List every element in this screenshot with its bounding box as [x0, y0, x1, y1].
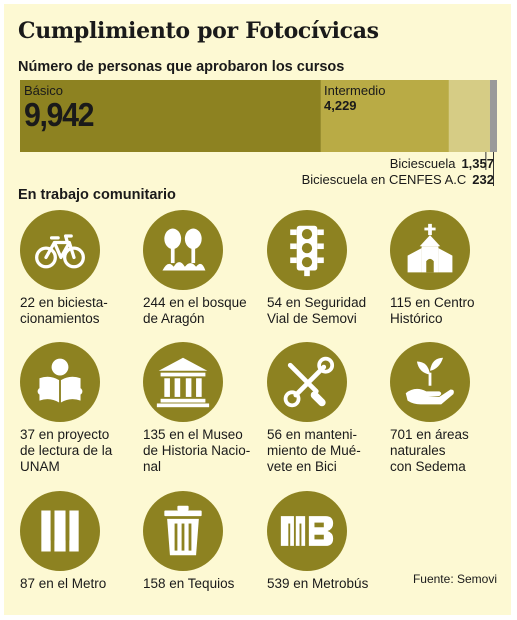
item-caption: 87 en el Metro: [20, 576, 107, 591]
reading-person-icon: [20, 342, 100, 422]
chart-subtitle: Número de personas que aprobaron los cur…: [18, 59, 345, 75]
bicycle-icon: [20, 210, 100, 290]
item-caption: 22 en biciesta- cionamientos: [20, 295, 108, 326]
biciescuela-segment: [448, 80, 490, 152]
item-caption: 54 en Seguridad Vial de Semovi: [267, 295, 367, 326]
section-title: En trabajo comunitario: [18, 187, 176, 203]
item-caption: 244 en el bosque de Aragón: [143, 295, 247, 326]
trees-icon: [143, 210, 223, 290]
church-icon: [390, 210, 470, 290]
item-caption: 701 en áreas naturales con Sedema: [390, 427, 469, 474]
intermedio-name: Intermedio: [324, 83, 386, 98]
item-caption: 56 en manteni- miento de Mué- vete en Bi…: [267, 427, 361, 474]
basico-label: Básico 9,942: [24, 83, 99, 131]
item-caption: 539 en Metrobús: [267, 576, 369, 591]
museum-icon: [143, 342, 223, 422]
cenfes-segment: [489, 80, 497, 152]
item-caption: 37 en proyecto de lectura de la UNAM: [20, 427, 113, 474]
item-metro: 87 en el Metro: [20, 491, 138, 592]
cenfes-value: 232: [472, 172, 494, 187]
basico-segment: [20, 80, 321, 152]
page-title: Cumplimiento por Fotocívicas: [18, 18, 379, 44]
item-caption: 158 en Tequios: [143, 576, 235, 591]
source-note: Fuente: Semovi: [412, 572, 497, 586]
traffic-light-icon: [267, 210, 347, 290]
item-reading: 37 en proyecto de lectura de la UNAM: [20, 342, 138, 475]
stacked-bar-chart: [20, 80, 497, 186]
basico-name: Básico: [24, 83, 64, 98]
trash-can-icon: [143, 491, 223, 571]
biciescuela-label: Biciescuela 1,357: [390, 156, 494, 171]
item-traffic-light: 54 en Seguridad Vial de Semovi: [267, 210, 385, 327]
cenfes-name: Biciescuela en CENFES A.C: [301, 172, 467, 187]
plant-hand-icon: [390, 342, 470, 422]
item-caption: 135 en el Museo de Historia Nacio- nal: [143, 427, 251, 474]
tools-icon: [267, 342, 347, 422]
intermedio-value: 4,229: [324, 98, 357, 113]
item-church: 115 en Centro Histórico: [390, 210, 508, 327]
cenfes-label: Biciescuela en CENFES A.C 232: [302, 172, 494, 187]
biciescuela-value: 1,357: [461, 156, 494, 171]
intermedio-segment: [320, 80, 449, 152]
metro-logo-icon: [20, 491, 100, 571]
basico-value: 9,942: [24, 96, 94, 133]
biciescuela-name: Biciescuela: [389, 156, 456, 171]
item-tools: 56 en manteni- miento de Mué- vete en Bi…: [267, 342, 385, 475]
intermedio-label: Intermedio 4,229: [324, 83, 385, 113]
item-museum: 135 en el Museo de Historia Nacio- nal: [143, 342, 261, 475]
item-bicycle: 22 en biciesta- cionamientos: [20, 210, 138, 327]
item-caption: 115 en Centro Histórico: [390, 295, 475, 326]
item-metrobus: 539 en Metrobús: [267, 491, 385, 592]
item-trees: 244 en el bosque de Aragón: [143, 210, 261, 327]
item-trash: 158 en Tequios: [143, 491, 261, 592]
item-plant-hand: 701 en áreas naturales con Sedema: [390, 342, 508, 475]
metrobus-logo-icon: [267, 491, 347, 571]
